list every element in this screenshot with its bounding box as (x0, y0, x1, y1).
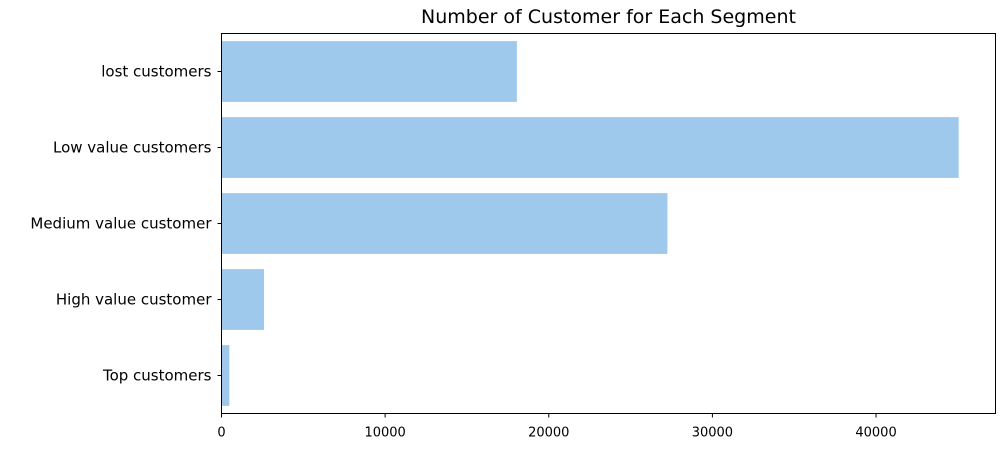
y-tick-label: Low value customers (53, 139, 212, 157)
y-tick-label: lost customers (101, 63, 211, 81)
x-tick-label: 10000 (364, 426, 405, 441)
y-tick-label: Top customers (102, 367, 212, 385)
bar-4 (221, 345, 230, 406)
y-tick-label: Medium value customer (30, 215, 212, 233)
bar-2 (221, 193, 668, 254)
x-tick-label: 20000 (528, 426, 569, 441)
x-tick-label: 0 (217, 426, 225, 441)
bar-1 (221, 117, 959, 178)
bar-3 (221, 269, 265, 330)
chart-title: Number of Customer for Each Segment (421, 6, 796, 28)
x-tick-label: 30000 (692, 426, 733, 441)
y-tick-label: High value customer (56, 291, 212, 309)
bar-0 (221, 41, 517, 102)
x-tick-label: 40000 (855, 426, 896, 441)
